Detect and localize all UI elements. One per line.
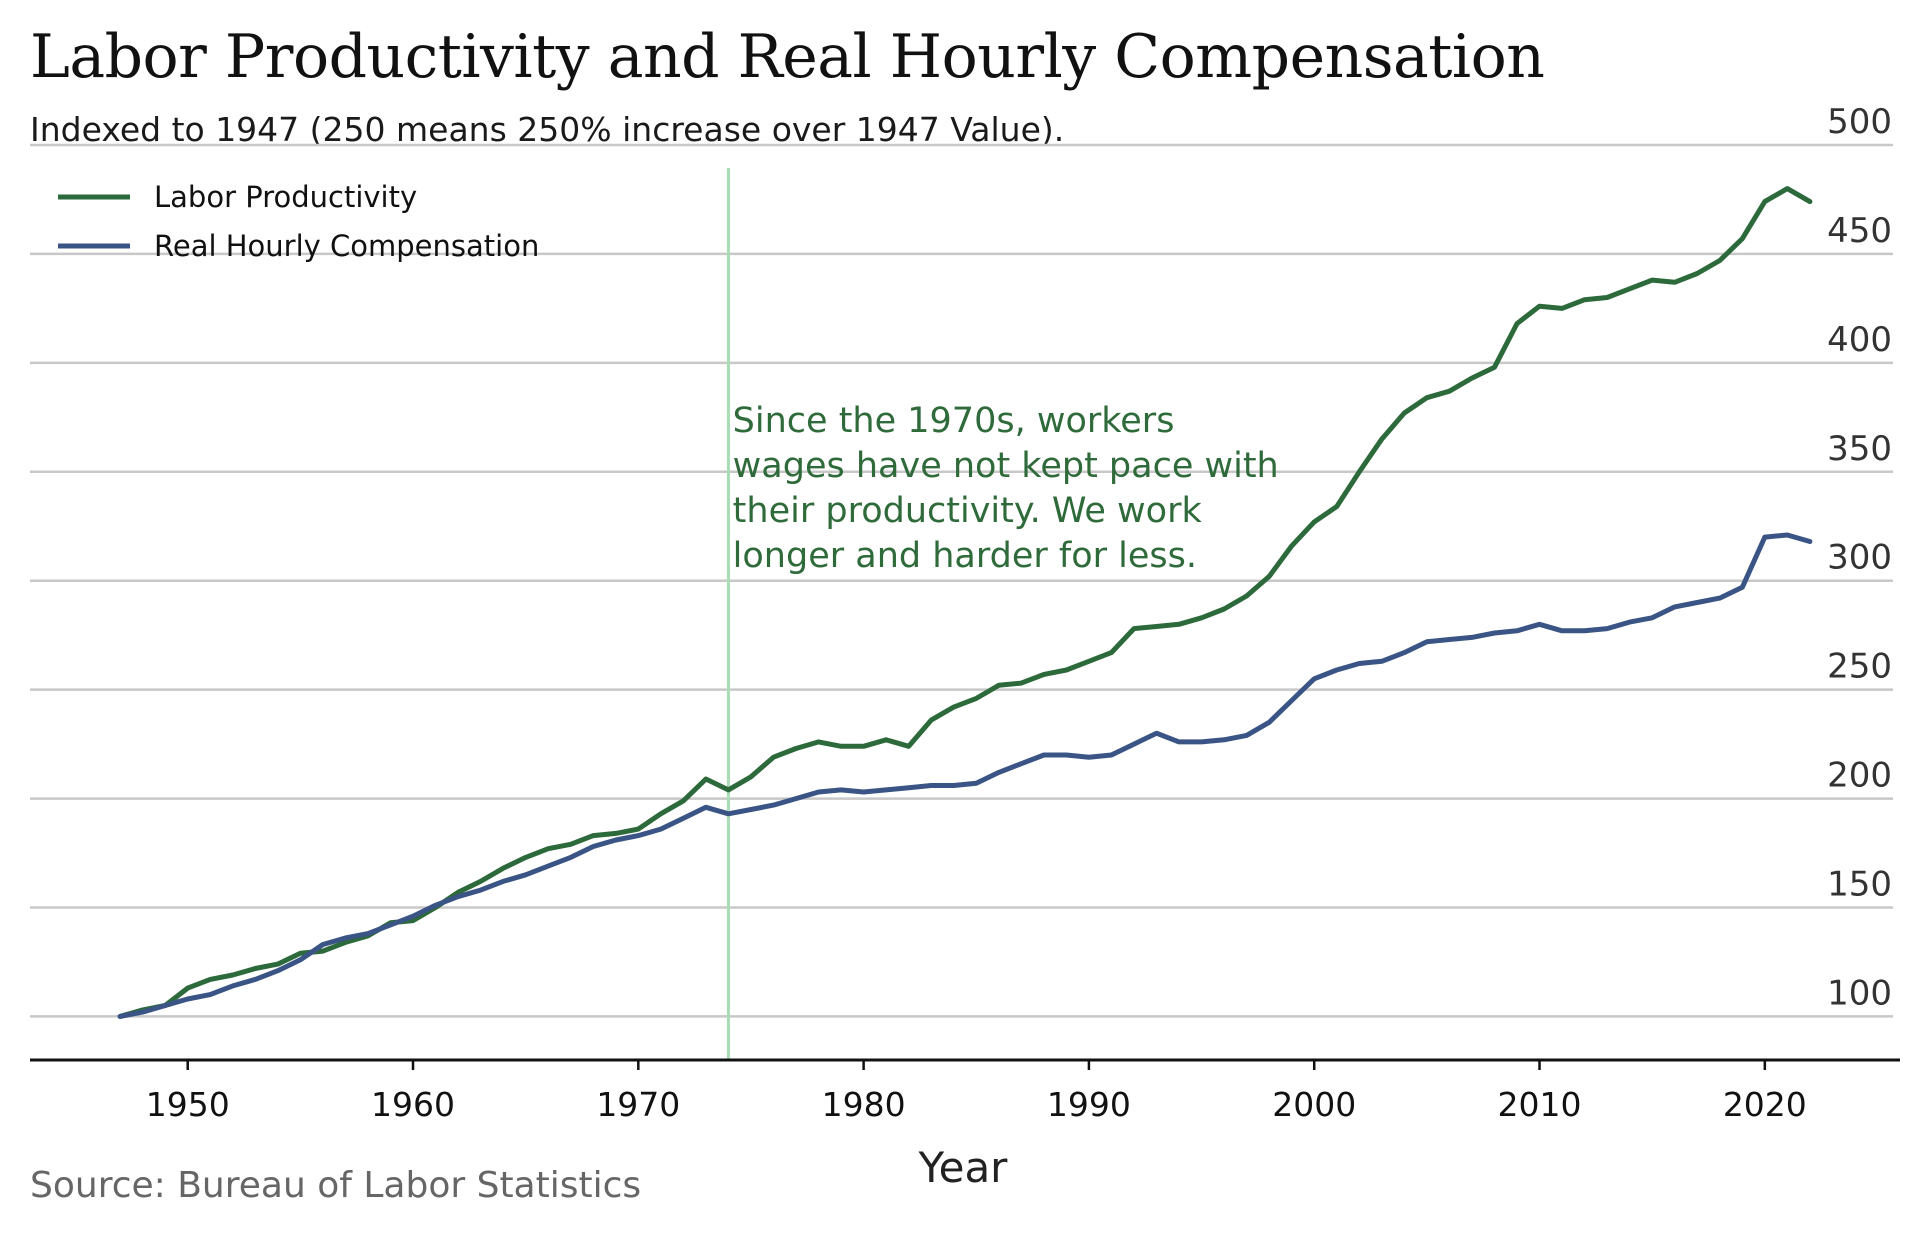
y-tick-label: 100 xyxy=(1827,973,1892,1013)
legend: Labor Productivity Real Hourly Compensati… xyxy=(58,180,539,263)
x-tick-label: 1960 xyxy=(371,1085,455,1124)
x-tick-label: 1970 xyxy=(596,1085,680,1124)
x-tick-label: 1950 xyxy=(146,1085,230,1124)
x-tick-label: 2000 xyxy=(1272,1085,1356,1124)
series-line-labor-productivity xyxy=(117,186,1813,1019)
y-tick-label: 250 xyxy=(1827,647,1892,687)
x-axis-label: Year xyxy=(918,1143,1009,1192)
x-tick-label: 2010 xyxy=(1498,1085,1582,1124)
annotation-line: wages have not kept pace with xyxy=(733,446,1279,486)
chart-title: Labor Productivity and Real Hourly Compe… xyxy=(30,22,1545,92)
x-tick-label: 1980 xyxy=(822,1085,906,1124)
grid-lines xyxy=(30,143,1893,1018)
annotation-line: Since the 1970s, workers xyxy=(733,401,1175,441)
x-axis: 1950 1960 1970 1980 1990 2000 2010 2020 xyxy=(30,1058,1900,1124)
x-tick-label: 1990 xyxy=(1047,1085,1131,1124)
y-tick-label: 200 xyxy=(1827,756,1892,796)
annotation-line: their productivity. We work xyxy=(733,491,1203,531)
y-tick-label: 450 xyxy=(1827,211,1892,251)
series-layer xyxy=(117,186,1813,1019)
annotation-line: longer and harder for less. xyxy=(733,536,1197,576)
y-tick-label: 400 xyxy=(1827,320,1892,360)
x-tick-label: 2020 xyxy=(1723,1085,1807,1124)
y-tick-label: 500 xyxy=(1827,102,1892,142)
legend-label: Labor Productivity xyxy=(154,180,417,214)
source-note: Source: Bureau of Labor Statistics xyxy=(30,1165,642,1206)
y-axis-ticks: 100 150 200 250 300 350 400 450 500 xyxy=(1827,102,1892,1013)
y-tick-label: 150 xyxy=(1827,865,1892,905)
annotation-text: Since the 1970s, workers wages have not k… xyxy=(733,401,1279,576)
legend-label: Real Hourly Compensation xyxy=(154,229,539,263)
y-tick-label: 350 xyxy=(1827,429,1892,469)
series-line-real-hourly-compensation xyxy=(117,532,1813,1019)
chart-subtitle: Indexed to 1947 (250 means 250% increase… xyxy=(30,110,1065,149)
y-tick-label: 300 xyxy=(1827,538,1892,578)
